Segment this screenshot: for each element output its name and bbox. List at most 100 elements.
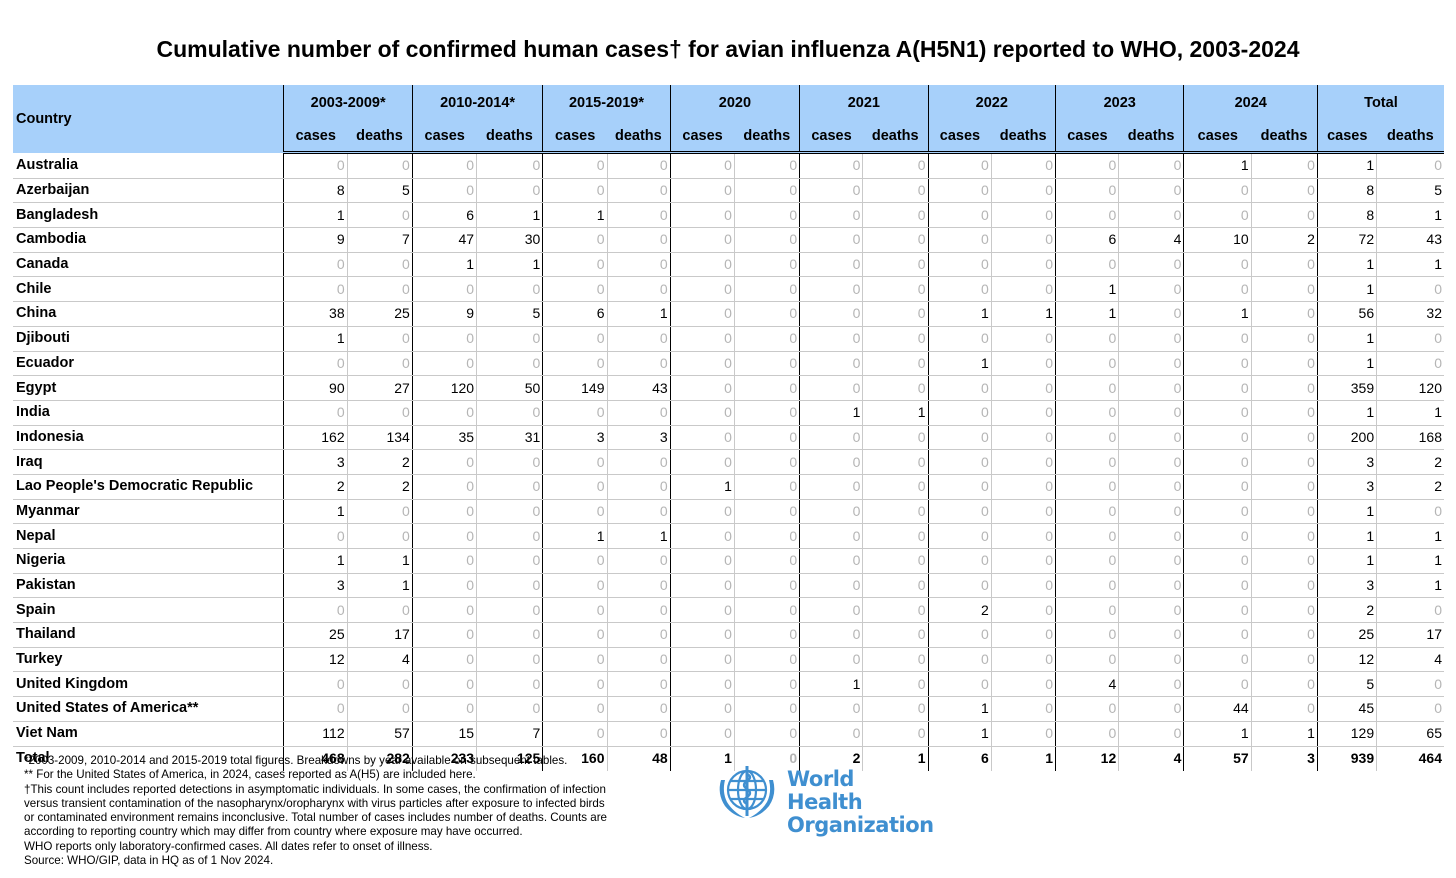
country-cell: United Kingdom <box>13 671 284 698</box>
deaths-cell: 1 <box>476 252 543 278</box>
table-row: Egypt 90 27 120 50 149 43 0 0 0 0 0 0 0 0 0 0 359 120 <box>13 375 1444 401</box>
deaths-cell: 0 <box>862 449 929 475</box>
cases-cell: 0 <box>927 400 992 426</box>
deaths-cell: 32 <box>1376 301 1444 327</box>
deaths-cell: 0 <box>606 573 671 599</box>
footnote-line: or contaminated environment remains inco… <box>24 811 608 825</box>
cases-cell: 0 <box>1055 425 1119 451</box>
footnote-line: versus transient contamination of the na… <box>24 796 605 810</box>
table-row: Djibouti 1 0 0 0 0 0 0 0 0 0 0 0 0 0 0 0 1 0 <box>13 326 1444 352</box>
deaths-cell: 50 <box>476 375 543 401</box>
deaths-cell: 0 <box>1118 474 1184 500</box>
cases-cell: 0 <box>927 622 992 648</box>
cases-cell: 0 <box>669 647 735 673</box>
cases-cell: 0 <box>927 647 992 673</box>
deaths-cell: 0 <box>733 178 800 204</box>
deaths-cell: 2 <box>1376 474 1444 500</box>
cases-cell: 1 <box>1183 301 1252 327</box>
cases-cell: 0 <box>799 351 863 377</box>
cases-cell: 0 <box>669 252 735 278</box>
cases-cell: 2 <box>799 745 863 771</box>
deaths-cell: 0 <box>733 499 800 525</box>
deaths-cell: 0 <box>346 276 413 303</box>
deaths-cell: 0 <box>1376 276 1444 303</box>
deaths-cell: 7 <box>346 227 413 253</box>
deaths-cell: 0 <box>990 499 1056 525</box>
cases-cell: 0 <box>542 548 607 574</box>
table-row: Bangladesh 1 0 6 1 1 0 0 0 0 0 0 0 0 0 0 0 8 1 <box>13 202 1444 229</box>
cases-cell: 1 <box>927 721 992 747</box>
cases-cell: 468 <box>283 745 348 771</box>
deaths-cell: 282 <box>346 745 413 771</box>
deaths-cell: 3 <box>606 425 671 451</box>
deaths-cell: 0 <box>733 573 800 599</box>
deaths-cell: 0 <box>990 721 1056 747</box>
deaths-cell: 0 <box>1250 301 1318 327</box>
cases-cell: 0 <box>1055 449 1119 475</box>
deaths-cell: 0 <box>862 696 929 722</box>
deaths-cell: 0 <box>862 647 929 673</box>
cases-cell: 0 <box>1055 573 1119 599</box>
deaths-cell: 0 <box>733 152 800 179</box>
deaths-cell: 0 <box>1250 671 1318 698</box>
table-body: Australia 0 0 0 0 0 0 0 0 0 0 0 0 0 0 1 0 1 0 Azerbaijan 8 5 0… <box>13 152 1444 771</box>
period-header: 2010-2014* <box>411 85 543 121</box>
deaths-cell: 1 <box>990 745 1056 771</box>
cases-cell: 2 <box>283 474 348 500</box>
cases-cell: 0 <box>542 622 607 648</box>
deaths-cell: 0 <box>733 671 800 698</box>
period-header: 2024 <box>1183 85 1318 121</box>
country-cell: Lao People's Democratic Republic <box>13 474 284 500</box>
table-row: Turkey 12 4 0 0 0 0 0 0 0 0 0 0 0 0 0 0 12 4 <box>13 647 1444 673</box>
deaths-cell: 0 <box>346 326 413 352</box>
deaths-cell: 0 <box>476 523 543 549</box>
cases-cell: 3 <box>283 449 348 475</box>
country-cell: Ecuador <box>13 351 284 377</box>
deaths-cell: 0 <box>990 523 1056 549</box>
cases-column-header: cases <box>927 121 992 154</box>
cases-cell: 0 <box>542 152 607 179</box>
country-cell: Canada <box>13 252 284 278</box>
deaths-cell: 0 <box>990 425 1056 451</box>
deaths-cell: 0 <box>862 573 929 599</box>
cases-cell: 0 <box>1055 400 1119 426</box>
deaths-cell: 0 <box>476 178 543 204</box>
cases-cell: 0 <box>411 178 477 204</box>
cases-cell: 0 <box>799 548 863 574</box>
deaths-cell: 1 <box>346 548 413 574</box>
deaths-cell: 0 <box>346 671 413 698</box>
deaths-cell: 0 <box>1376 597 1444 624</box>
cases-cell: 0 <box>1183 647 1252 673</box>
deaths-cell: 0 <box>606 227 671 253</box>
cases-cell: 6 <box>1055 227 1119 253</box>
cases-cell: 0 <box>283 252 348 278</box>
cases-cell: 0 <box>283 597 348 624</box>
cases-cell: 0 <box>1183 276 1252 303</box>
deaths-cell: 0 <box>606 597 671 624</box>
deaths-cell: 1 <box>476 202 543 229</box>
deaths-cell: 0 <box>606 152 671 179</box>
cases-cell: 45 <box>1316 696 1377 722</box>
cases-cell: 1 <box>283 202 348 229</box>
cases-cell: 160 <box>542 745 607 771</box>
cases-cell: 1 <box>1316 276 1377 303</box>
deaths-cell: 0 <box>862 351 929 377</box>
cases-cell: 0 <box>411 474 477 500</box>
country-cell: Egypt <box>13 375 284 401</box>
cases-cell: 0 <box>1055 721 1119 747</box>
cases-cell: 0 <box>799 696 863 722</box>
cases-cell: 0 <box>669 721 735 747</box>
cases-cell: 0 <box>799 276 863 303</box>
deaths-cell: 0 <box>1250 573 1318 599</box>
deaths-cell: 0 <box>1250 400 1318 426</box>
cases-cell: 1 <box>1055 276 1119 303</box>
cases-cell: 0 <box>669 671 735 698</box>
deaths-cell: 0 <box>733 721 800 747</box>
deaths-cell: 0 <box>606 474 671 500</box>
cases-cell: 15 <box>411 721 477 747</box>
country-cell: China <box>13 301 284 327</box>
deaths-cell: 0 <box>990 252 1056 278</box>
cases-cell: 0 <box>927 276 992 303</box>
cases-cell: 0 <box>927 671 992 698</box>
country-cell: Nigeria <box>13 548 284 574</box>
